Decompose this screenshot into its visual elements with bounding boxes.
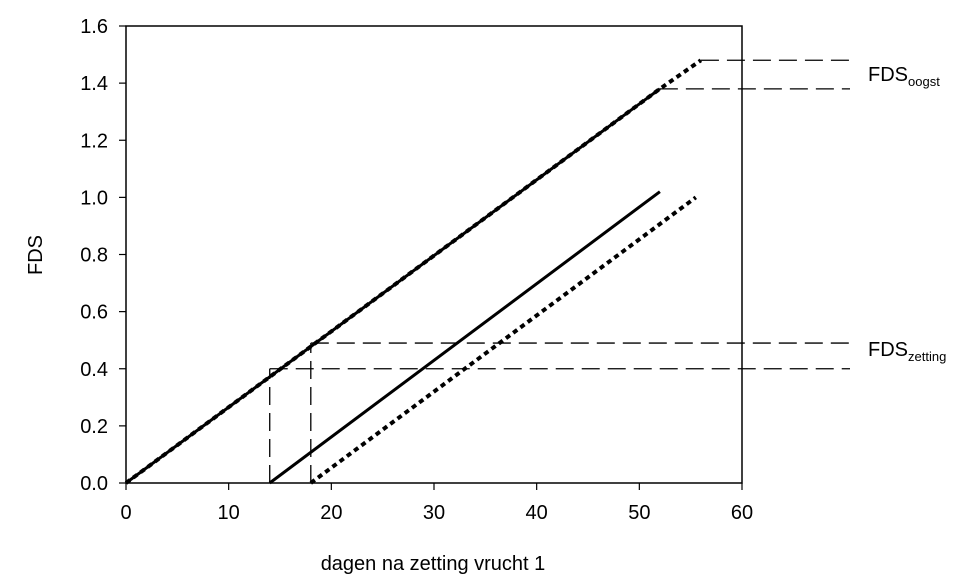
annotation-fds-zetting: FDSzetting: [868, 339, 946, 364]
y-tick-label: 1.4: [80, 73, 108, 95]
series-dotted-line-4: [309, 195, 697, 485]
y-tick-label: 1.6: [80, 16, 108, 38]
x-tick-label: 30: [423, 502, 445, 524]
y-tick-label: 0.6: [80, 302, 108, 324]
annotation-oogst-sub: oogst: [908, 74, 940, 89]
x-tick-label: 0: [120, 502, 131, 524]
x-tick-label: 10: [218, 502, 240, 524]
axis-ticks: [119, 25, 743, 490]
annotation-oogst-base: FDS: [868, 64, 908, 86]
y-tick-label: 0.0: [80, 473, 108, 495]
y-tick-label: 0.4: [80, 359, 108, 381]
x-tick-label: 50: [628, 502, 650, 524]
annotation-fds-oogst: FDSoogst: [868, 64, 940, 89]
y-tick-label: 0.8: [80, 245, 108, 267]
annotation-zetting-base: FDS: [868, 339, 908, 361]
x-tick-label: 40: [526, 502, 548, 524]
x-axis-label: dagen na zetting vrucht 1: [321, 553, 546, 575]
reference-lines: [269, 59, 850, 483]
series-dotted-line-2: [124, 58, 703, 485]
y-tick-label: 0.2: [80, 416, 108, 438]
x-tick-label: 60: [731, 502, 753, 524]
y-axis-label: FDS: [25, 235, 47, 275]
x-tick-label: 20: [320, 502, 342, 524]
series-solid-line-3: [268, 190, 661, 485]
tick-labels: 0 10 20 30 40 50 60 0.0 0.2 0.4 0.6 0.8 1.0 1.2 1.4 1.6: [80, 16, 753, 524]
series-lines: [124, 58, 703, 485]
y-tick-label: 1.0: [80, 187, 108, 209]
annotation-zetting-sub: zetting: [908, 349, 946, 364]
y-tick-label: 1.2: [80, 130, 108, 152]
